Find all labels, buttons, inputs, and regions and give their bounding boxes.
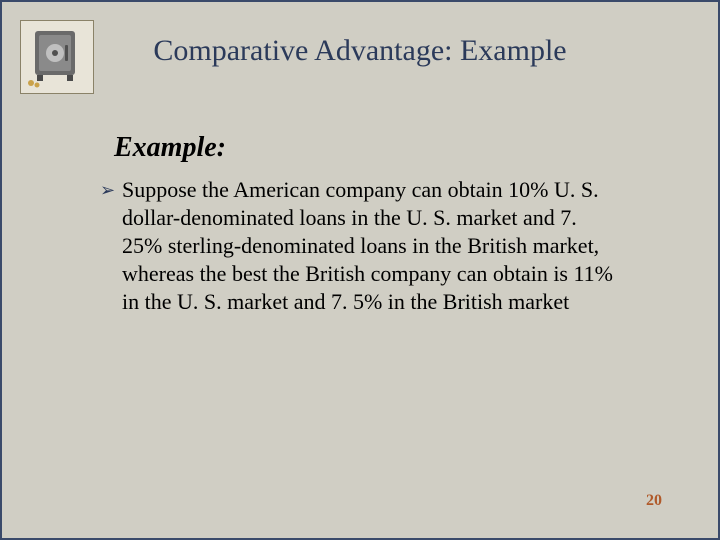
bullet-list: ➢ Suppose the American company can obtai… (100, 176, 620, 316)
page-number: 20 (646, 492, 662, 510)
slide-title: Comparative Advantage: Example (2, 34, 718, 68)
slide-subtitle: Example: (114, 132, 226, 164)
bullet-text: Suppose the American company can obtain … (122, 176, 620, 316)
slide: Comparative Advantage: Example Example: … (0, 0, 720, 540)
list-item: ➢ Suppose the American company can obtai… (100, 176, 620, 316)
bullet-marker-icon: ➢ (100, 176, 122, 204)
